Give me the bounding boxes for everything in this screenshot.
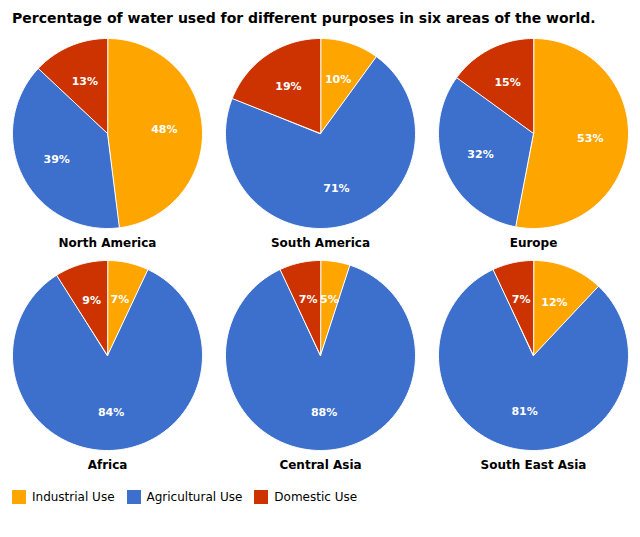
svg-text:48%: 48% bbox=[151, 123, 177, 136]
svg-text:Central Asia: Central Asia bbox=[279, 458, 361, 472]
svg-text:19%: 19% bbox=[275, 80, 301, 93]
svg-text:32%: 32% bbox=[468, 148, 494, 161]
html-text:Percentage of water used for d: Percentage of water used for different p… bbox=[12, 10, 596, 26]
html-text:Industrial Use: Industrial Use bbox=[32, 489, 115, 504]
svg-text:7%: 7% bbox=[110, 293, 129, 306]
svg-text:84%: 84% bbox=[98, 406, 124, 419]
svg-text:81%: 81% bbox=[512, 405, 538, 418]
svg-text:88%: 88% bbox=[311, 406, 337, 419]
svg-text:Africa: Africa bbox=[87, 458, 127, 472]
svg-text:South America: South America bbox=[271, 236, 370, 250]
svg-text:South East Asia: South East Asia bbox=[481, 458, 587, 472]
svg-text:Europe: Europe bbox=[510, 236, 558, 250]
svg-text:5%: 5% bbox=[320, 293, 339, 306]
svg-text:39%: 39% bbox=[43, 153, 69, 166]
svg-text:15%: 15% bbox=[495, 76, 521, 89]
svg-text:9%: 9% bbox=[82, 294, 101, 307]
svg-text:71%: 71% bbox=[323, 182, 349, 195]
svg-text:10%: 10% bbox=[325, 73, 351, 86]
svg-text:North America: North America bbox=[58, 236, 156, 250]
html-text:Domestic Use: Domestic Use bbox=[274, 489, 358, 504]
html-text:Agricultural Use: Agricultural Use bbox=[146, 489, 243, 504]
svg-text:7%: 7% bbox=[512, 293, 531, 306]
svg-text:53%: 53% bbox=[577, 132, 603, 145]
svg-text:12%: 12% bbox=[542, 296, 568, 309]
svg-text:7%: 7% bbox=[299, 293, 318, 306]
svg-text:13%: 13% bbox=[71, 75, 97, 88]
